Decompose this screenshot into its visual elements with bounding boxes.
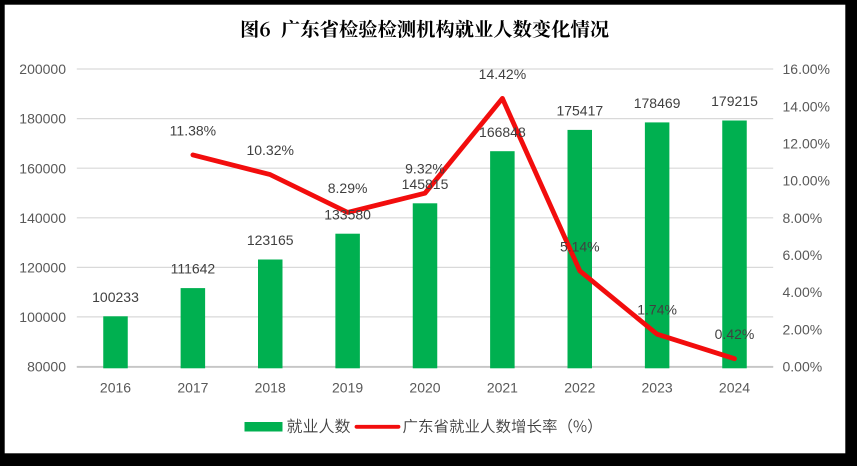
svg-text:6.00%: 6.00% bbox=[783, 247, 823, 263]
svg-text:179215: 179215 bbox=[711, 93, 758, 109]
svg-text:120000: 120000 bbox=[19, 260, 66, 276]
svg-text:12.00%: 12.00% bbox=[783, 136, 830, 152]
svg-text:8.29%: 8.29% bbox=[328, 180, 368, 196]
svg-text:11.38%: 11.38% bbox=[170, 122, 216, 138]
svg-text:100000: 100000 bbox=[19, 309, 66, 325]
svg-text:2016: 2016 bbox=[100, 380, 131, 396]
svg-text:178469: 178469 bbox=[634, 95, 681, 111]
svg-text:133580: 133580 bbox=[324, 206, 371, 222]
svg-text:175417: 175417 bbox=[556, 103, 603, 119]
svg-text:2017: 2017 bbox=[177, 380, 208, 396]
svg-text:1.74%: 1.74% bbox=[637, 302, 677, 318]
svg-text:8.00%: 8.00% bbox=[783, 210, 823, 226]
svg-text:5.14%: 5.14% bbox=[560, 238, 600, 254]
svg-text:2.00%: 2.00% bbox=[783, 321, 823, 337]
svg-text:160000: 160000 bbox=[19, 160, 66, 176]
svg-text:2020: 2020 bbox=[409, 380, 440, 396]
svg-text:0.00%: 0.00% bbox=[783, 359, 823, 375]
svg-text:200000: 200000 bbox=[19, 61, 66, 77]
svg-text:2023: 2023 bbox=[642, 380, 673, 396]
svg-text:4.00%: 4.00% bbox=[783, 284, 823, 300]
svg-text:145815: 145815 bbox=[402, 176, 449, 192]
svg-text:100233: 100233 bbox=[92, 289, 139, 305]
svg-text:2019: 2019 bbox=[332, 380, 363, 396]
svg-text:14.00%: 14.00% bbox=[783, 98, 830, 114]
svg-text:2021: 2021 bbox=[487, 380, 518, 396]
svg-text:140000: 140000 bbox=[19, 210, 66, 226]
svg-text:9.32%: 9.32% bbox=[405, 161, 445, 177]
svg-text:0.42%: 0.42% bbox=[715, 326, 755, 342]
svg-text:2018: 2018 bbox=[255, 380, 286, 396]
svg-text:123165: 123165 bbox=[247, 232, 294, 248]
svg-text:2024: 2024 bbox=[719, 380, 750, 396]
svg-text:180000: 180000 bbox=[19, 111, 66, 127]
svg-text:16.00%: 16.00% bbox=[783, 61, 830, 77]
svg-text:111642: 111642 bbox=[171, 261, 216, 277]
svg-text:14.42%: 14.42% bbox=[479, 66, 526, 82]
svg-text:10.00%: 10.00% bbox=[783, 173, 830, 189]
svg-text:166848: 166848 bbox=[479, 124, 526, 140]
svg-text:2022: 2022 bbox=[564, 380, 595, 396]
svg-text:10.32%: 10.32% bbox=[246, 142, 293, 158]
svg-text:80000: 80000 bbox=[27, 359, 66, 375]
